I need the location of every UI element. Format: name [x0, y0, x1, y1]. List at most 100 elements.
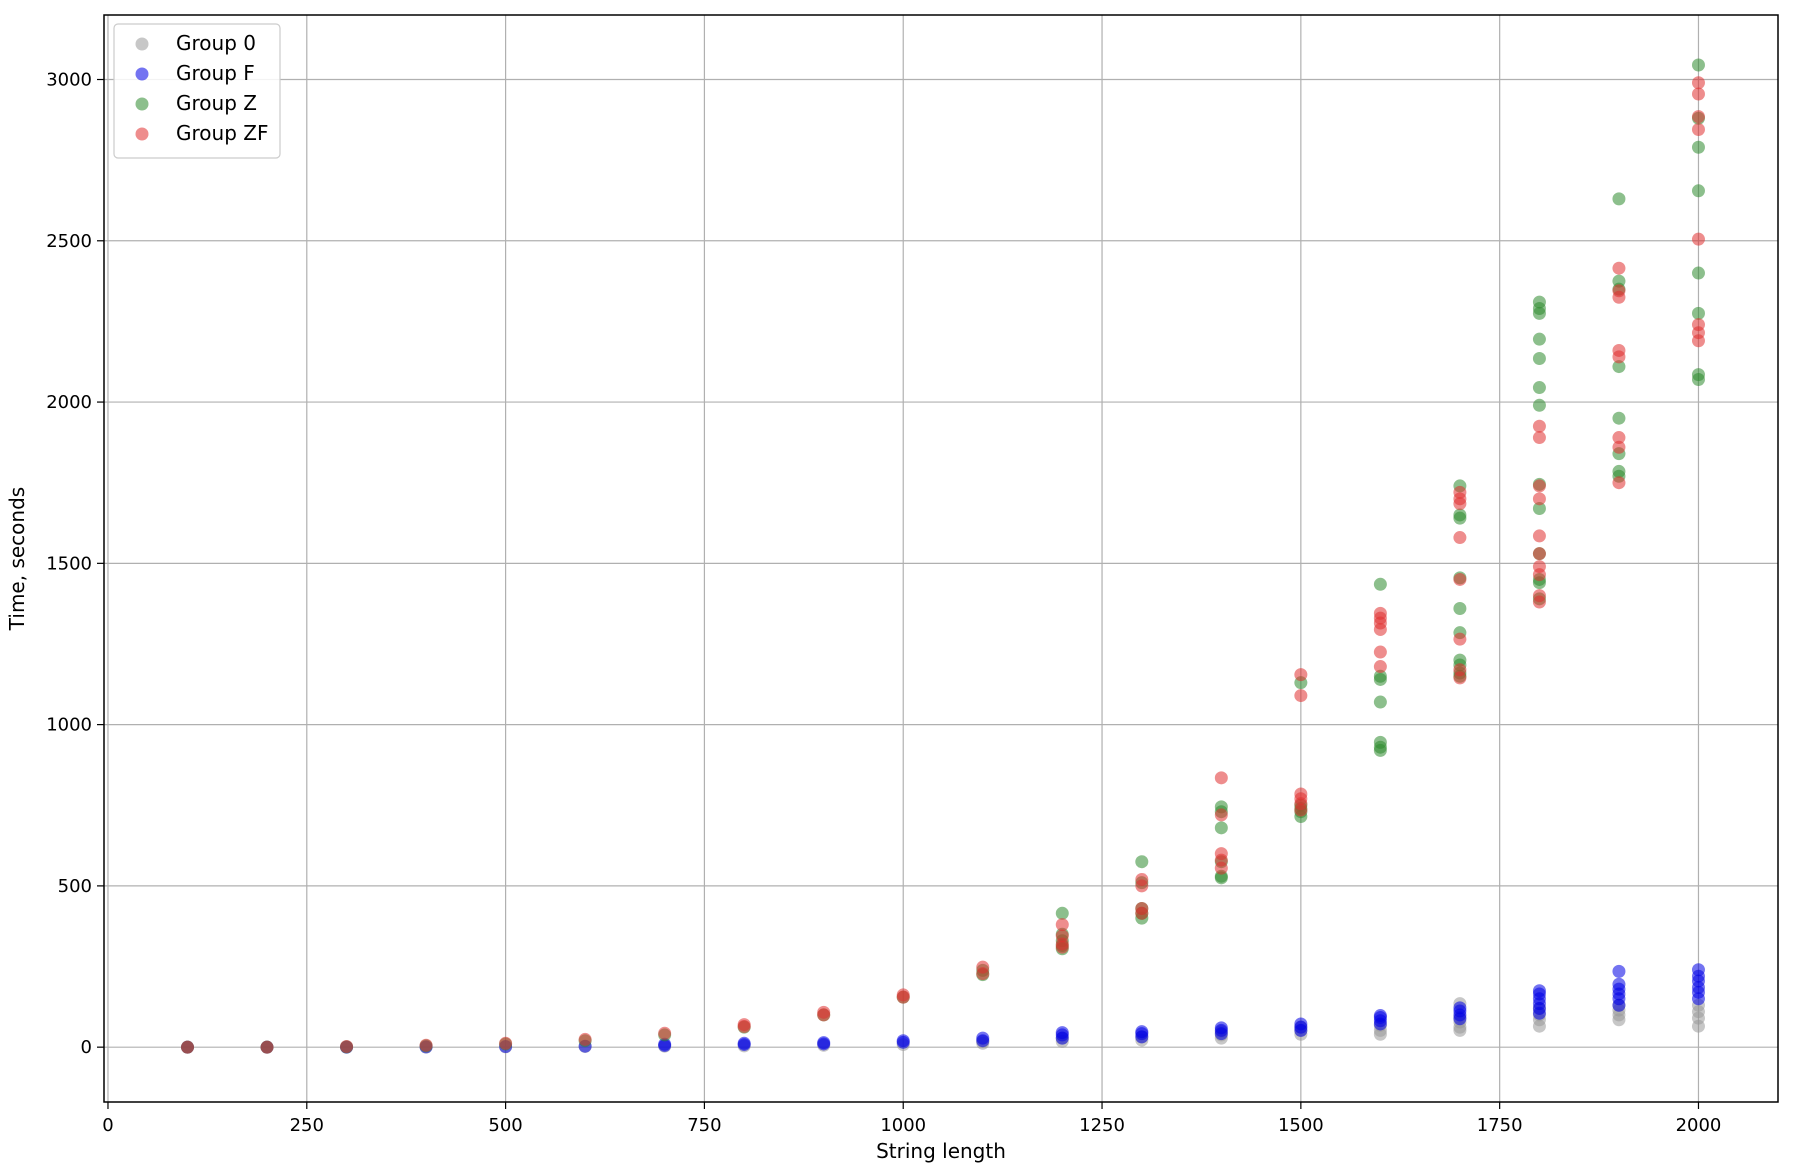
y-tick-label: 500: [58, 876, 92, 897]
data-point: [817, 1005, 831, 1019]
data-point: [896, 1034, 910, 1048]
data-point: [1214, 808, 1228, 822]
data-point: [1294, 787, 1308, 801]
data-point: [1532, 419, 1546, 433]
data-point: [1691, 368, 1705, 382]
data-point: [1612, 431, 1626, 445]
data-point: [737, 1018, 751, 1032]
y-tick-label: 2000: [46, 392, 92, 413]
data-point: [1214, 1021, 1228, 1035]
y-tick-label: 0: [81, 1037, 92, 1058]
y-tick-label: 1500: [46, 553, 92, 574]
data-point: [658, 1037, 672, 1051]
data-point: [1532, 502, 1546, 516]
data-point: [1453, 485, 1467, 499]
data-point: [1691, 110, 1705, 124]
data-point: [1691, 87, 1705, 101]
data-point: [1294, 668, 1308, 682]
data-point: [1612, 192, 1626, 206]
data-point: [1691, 306, 1705, 320]
data-point: [976, 960, 990, 974]
legend: Group 0 Group F Group Z Group ZF: [113, 23, 281, 159]
data-point: [1055, 1026, 1069, 1040]
data-point: [1612, 284, 1626, 298]
data-point: [1532, 529, 1546, 543]
data-point: [817, 1036, 831, 1050]
data-point: [1373, 695, 1387, 709]
data-point: [1691, 963, 1705, 977]
data-point: [1373, 735, 1387, 749]
data-point: [1532, 295, 1546, 309]
data-point: [1691, 266, 1705, 280]
data-point: [1612, 476, 1626, 490]
data-point: [1612, 977, 1626, 991]
y-tick-label: 3000: [46, 70, 92, 91]
data-point: [1453, 508, 1467, 522]
data-point: [1612, 261, 1626, 275]
x-tick-label: 2000: [1676, 1115, 1722, 1136]
x-tick-label: 250: [290, 1115, 324, 1136]
data-point: [1453, 632, 1467, 646]
legend-label: Group Z: [176, 91, 257, 115]
x-tick-label: 1250: [1079, 1115, 1125, 1136]
legend-marker: [135, 67, 149, 81]
data-point: [1532, 560, 1546, 574]
legend-label: Group F: [176, 61, 255, 85]
data-point: [1532, 431, 1546, 445]
data-point: [1532, 352, 1546, 366]
data-point: [896, 988, 910, 1002]
x-axis-label: String length: [876, 1139, 1006, 1163]
data-point: [1453, 653, 1467, 667]
axis-ticks: 0 250 500 750 1000 1250 1500 1750 2000 0 500 1000 15…: [46, 70, 1721, 1136]
data-point: [499, 1036, 513, 1050]
data-point: [1373, 606, 1387, 620]
data-point: [1691, 58, 1705, 72]
data-point: [260, 1040, 274, 1054]
x-tick-label: 1500: [1278, 1115, 1324, 1136]
data-point: [1135, 855, 1149, 869]
data-point: [1453, 531, 1467, 545]
data-point: [1294, 689, 1308, 703]
data-point: [1691, 140, 1705, 154]
data-point: [1612, 440, 1626, 454]
data-point: [1373, 669, 1387, 683]
data-point: [340, 1040, 354, 1054]
data-points: [181, 58, 1705, 1054]
data-point: [578, 1032, 592, 1046]
legend-box: [113, 23, 281, 159]
data-point: [1453, 572, 1467, 586]
x-tick-label: 1750: [1477, 1115, 1523, 1136]
y-tick-label: 1000: [46, 715, 92, 736]
data-point: [1214, 847, 1228, 861]
data-point: [1532, 492, 1546, 506]
data-point: [1612, 464, 1626, 478]
data-point: [1453, 601, 1467, 615]
data-point: [419, 1038, 433, 1052]
data-point: [1532, 984, 1546, 998]
data-point: [1612, 343, 1626, 357]
data-point: [181, 1040, 195, 1054]
data-point: [1691, 232, 1705, 246]
data-point: [1453, 663, 1467, 677]
legend-label: Group ZF: [176, 121, 268, 145]
x-tick-label: 1000: [880, 1115, 926, 1136]
data-point: [1532, 381, 1546, 395]
data-point: [1135, 872, 1149, 886]
data-point: [1691, 318, 1705, 332]
data-point: [1373, 577, 1387, 591]
plot-frame: [103, 14, 1779, 1103]
data-point: [1532, 332, 1546, 346]
data-point: [1532, 398, 1546, 412]
data-point: [1373, 645, 1387, 659]
legend-marker: [135, 97, 149, 111]
grid: [104, 15, 1778, 1102]
x-tick-label: 500: [488, 1115, 522, 1136]
data-point: [1135, 1025, 1149, 1039]
data-point: [1055, 929, 1069, 943]
legend-marker: [135, 127, 149, 141]
data-point: [1612, 360, 1626, 374]
data-point: [1691, 184, 1705, 198]
data-point: [1532, 589, 1546, 603]
y-axis-label: Time, seconds: [5, 487, 29, 631]
